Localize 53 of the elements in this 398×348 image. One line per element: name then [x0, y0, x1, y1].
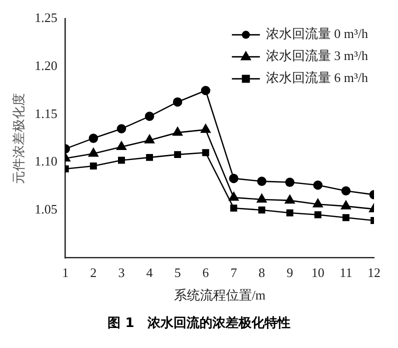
point: [172, 126, 183, 136]
y-axis-title: 元件浓差极化度: [11, 92, 26, 184]
x-tick-label: 8: [258, 265, 266, 280]
point: [312, 198, 323, 208]
caption: 图 1 浓水回流的浓差极化特性: [106, 314, 292, 332]
point: [88, 148, 98, 157]
point: [146, 154, 154, 161]
point: [202, 149, 210, 156]
point: [200, 124, 211, 133]
point: [314, 211, 322, 218]
point: [144, 134, 155, 144]
point: [284, 194, 295, 204]
legend-label: 浓水回流量 3 m³/h: [266, 48, 368, 64]
point: [116, 141, 126, 150]
y-tick-label: 1.15: [34, 106, 58, 121]
point: [229, 174, 238, 184]
legend-label: 浓水回流量 0 m³/h: [266, 26, 368, 42]
x-tick-label: 9: [286, 265, 294, 280]
point: [144, 112, 154, 121]
point: [200, 86, 210, 96]
point: [285, 178, 294, 187]
x-tick-label: 10: [311, 265, 324, 280]
x-tick-label: 3: [118, 265, 125, 280]
point: [88, 134, 98, 143]
point: [286, 209, 294, 216]
point: [256, 194, 267, 203]
x-tick-label: 11: [340, 265, 352, 280]
point: [174, 151, 182, 158]
legend-label: 浓水回流量 6 m³/h: [266, 70, 368, 86]
point: [116, 124, 126, 134]
point: [341, 186, 351, 196]
x-axis-title: 系统流程位置/m: [174, 288, 266, 303]
x-tick-label: 5: [174, 265, 181, 280]
x-tick-label: 4: [146, 265, 154, 280]
point: [90, 162, 97, 170]
point: [230, 204, 238, 212]
point: [118, 156, 125, 164]
point: [313, 180, 323, 190]
point: [258, 206, 266, 214]
point: [342, 214, 350, 222]
x-tick-label: 1: [62, 265, 69, 280]
x-tick-label: 2: [90, 265, 97, 280]
point: [172, 97, 182, 107]
x-tick-label: 12: [368, 265, 380, 280]
point: [228, 192, 239, 201]
x-tick-label: 7: [230, 265, 238, 280]
point: [340, 200, 351, 210]
y-tick-label: 1.10: [34, 154, 58, 169]
y-tick-label: 1.05: [34, 201, 58, 216]
y-tick-label: 1.25: [34, 10, 58, 26]
point: [257, 176, 266, 186]
y-tick-label: 1.20: [34, 58, 58, 74]
x-tick-label: 6: [202, 265, 210, 280]
